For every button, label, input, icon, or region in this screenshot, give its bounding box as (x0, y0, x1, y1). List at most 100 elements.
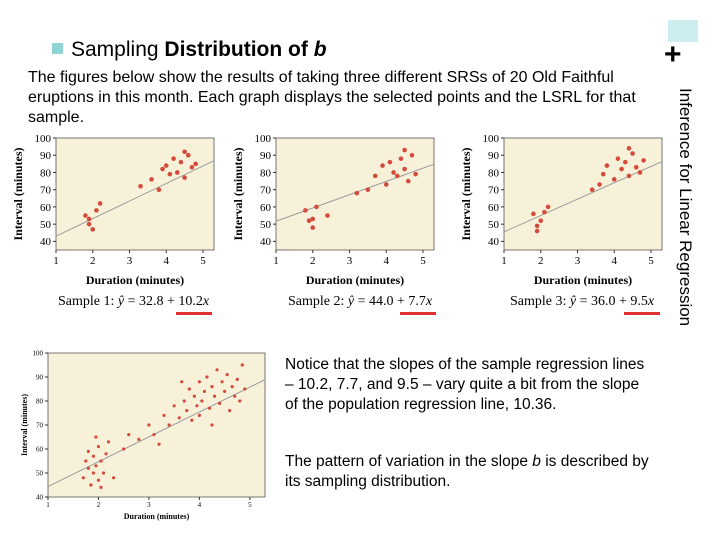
data-point (195, 404, 199, 408)
data-point (387, 159, 393, 165)
y-axis-label: Interval (minutes) (20, 394, 29, 456)
note-slopes: Notice that the slopes of the sample reg… (285, 356, 645, 413)
x-tick-label: 3 (147, 501, 151, 509)
y-tick-label: 80 (36, 397, 44, 405)
data-point (112, 476, 116, 480)
x-tick-label: 4 (383, 255, 389, 267)
slope-underline-1 (176, 312, 212, 315)
y-tick-label: 100 (255, 133, 272, 145)
data-point (210, 385, 214, 389)
y-axis-label: Interval (minutes) (11, 148, 25, 241)
y-tick-label: 50 (40, 219, 52, 231)
x-axis-label: Duration (minutes) (124, 512, 190, 521)
data-point (633, 164, 639, 170)
equation-rest: = 36.0 + 9.5 (576, 294, 648, 309)
note-variable: b (532, 453, 541, 470)
scatter-chart-sample-1: 40 50 60 70 80 90 100 1 2 3 4 5 Duration (minutes) In… (11, 133, 215, 287)
data-point (180, 380, 184, 384)
data-point (138, 183, 143, 189)
data-point (223, 389, 227, 393)
data-point (152, 433, 156, 437)
y-tick-label: 100 (483, 133, 500, 145)
data-point (240, 363, 244, 367)
data-point (200, 399, 204, 403)
data-point (91, 471, 96, 475)
y-tick-label: 40 (488, 236, 500, 248)
slide-title: Sampling Distribution of b (52, 38, 327, 62)
data-point (83, 213, 88, 218)
regression-line (47, 379, 266, 488)
data-point (137, 437, 141, 441)
data-point (383, 182, 389, 187)
data-point (91, 454, 96, 458)
data-point (185, 409, 189, 413)
data-point (619, 166, 624, 172)
data-point (545, 204, 551, 210)
x-tick-label: 2 (97, 501, 101, 509)
data-point (177, 416, 181, 420)
data-point (104, 452, 108, 456)
equation-sample-3: Sample 3: ŷ = 36.0 + 9.5x (510, 294, 654, 310)
x-tick-label: 5 (648, 255, 654, 267)
data-point (310, 216, 316, 222)
y-tick-label: 80 (488, 167, 500, 179)
data-point (243, 387, 247, 391)
data-point (193, 161, 198, 167)
equation-yhat: ŷ (117, 294, 125, 309)
y-tick-label: 90 (40, 150, 52, 162)
x-tick-label: 1 (53, 255, 59, 267)
x-tick-label: 2 (90, 255, 96, 267)
data-point (380, 163, 385, 168)
data-point (215, 368, 219, 372)
equation-prefix: Sample 1: (58, 294, 118, 309)
data-point (86, 216, 92, 222)
data-point (99, 459, 103, 463)
equation-sample-2: Sample 2: ŷ = 44.0 + 7.7x (288, 294, 432, 310)
data-point (626, 173, 632, 179)
y-tick-label: 90 (36, 373, 44, 381)
data-point (106, 440, 111, 444)
x-tick-label: 4 (611, 255, 617, 267)
data-point (99, 485, 103, 489)
data-point (207, 406, 212, 410)
data-point (306, 218, 312, 224)
data-point (157, 442, 161, 446)
data-point (192, 394, 196, 398)
data-point (197, 413, 201, 417)
y-axis-label: Interval (minutes) (459, 148, 473, 241)
data-point (122, 447, 126, 451)
equation-prefix: Sample 2: (288, 294, 348, 309)
y-tick-label: 60 (40, 202, 52, 214)
y-tick-label: 90 (488, 150, 500, 162)
equation-prefix: Sample 3: (510, 294, 570, 309)
data-point (409, 152, 415, 158)
data-point (202, 389, 207, 393)
data-point (630, 151, 635, 156)
data-point (220, 380, 224, 384)
data-point (402, 166, 407, 172)
data-point (394, 173, 400, 179)
data-point (94, 208, 99, 213)
scatter-chart-sample-3: 40 50 60 70 80 90 100 1 2 3 4 5 Duration (minutes) In… (459, 133, 663, 287)
data-point (233, 394, 237, 398)
x-tick-label: 3 (127, 255, 133, 267)
y-tick-label: 50 (488, 219, 500, 231)
data-point (600, 171, 606, 177)
y-tick-label: 80 (260, 167, 272, 179)
y-axis-label: Interval (minutes) (231, 148, 245, 241)
y-tick-label: 80 (40, 167, 52, 179)
y-tick-label: 70 (488, 185, 500, 197)
slope-underline-2 (400, 312, 436, 315)
data-point (615, 156, 621, 161)
data-point (531, 211, 536, 217)
side-title: Inference for Linear Regression (671, 88, 695, 358)
data-point (81, 476, 85, 480)
y-tick-label: 40 (40, 236, 52, 248)
data-point (637, 170, 643, 175)
data-point (86, 449, 90, 453)
bullet-icon (52, 43, 63, 54)
data-point (310, 225, 316, 230)
note-text-a: The pattern of variation in the slope (285, 453, 533, 470)
note-sampling-distribution: The pattern of variation in the slope b … (285, 452, 655, 492)
data-point (187, 387, 191, 391)
